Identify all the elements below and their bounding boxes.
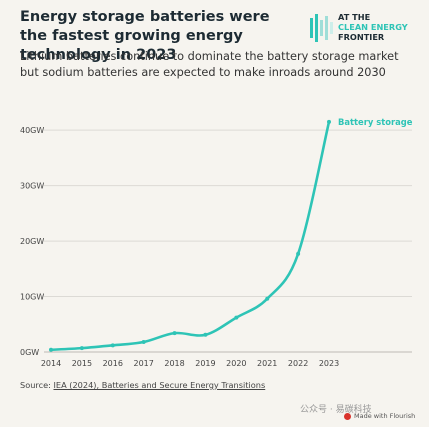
source-prefix: Source: (20, 380, 54, 390)
logo-line-2: CLEAN ENERGY (338, 22, 408, 32)
battery-storage-line-chart: 0GW 10GW 20GW 30GW 40GW 2014 2015 2016 2017 2018 2… (20, 117, 413, 368)
chart-title: Energy storage batteries were the fastes… (20, 9, 270, 63)
x-tick-label: 2022 (288, 359, 308, 368)
x-tick-label: 2014 (41, 359, 61, 368)
publisher-logo: AT THE CLEAN ENERGY FRONTIER (310, 12, 420, 48)
x-tick-label: 2021 (257, 359, 277, 368)
flourish-credit[interactable]: Made with Flourish (344, 412, 415, 420)
x-tick-label: 2020 (226, 359, 246, 368)
x-tick-label: 2017 (133, 359, 153, 368)
chart-subtitle: Lithium batteries continue to dominate t… (20, 50, 399, 79)
data-point (110, 343, 115, 348)
logo-bars-icon (310, 14, 333, 42)
data-point (49, 347, 53, 352)
series-line-battery-storage (50, 121, 331, 352)
y-tick-label: 40GW (20, 126, 44, 135)
source-note: Source: IEA (2024), Batteries and Secure… (20, 380, 265, 390)
y-tick-label: 20GW (20, 237, 44, 246)
x-tick-label: 2016 (103, 359, 123, 368)
data-point (172, 331, 177, 336)
data-point (265, 296, 270, 301)
y-tick-label: 10GW (20, 293, 44, 302)
watermark-text: 公众号 · 易碳科技 (300, 405, 372, 415)
y-tick-label: 30GW (20, 182, 44, 191)
x-tick-label: 2015 (72, 359, 92, 368)
series-label: Battery storage (338, 117, 413, 127)
y-tick-label: 0GW (20, 348, 39, 357)
x-tick-label: 2023 (319, 359, 339, 368)
x-tick-label: 2019 (195, 359, 215, 368)
data-point (296, 251, 301, 256)
flourish-logo-icon (344, 412, 351, 420)
data-point (327, 119, 331, 124)
data-point (79, 346, 84, 351)
logo-line-1: AT THE (338, 12, 371, 22)
data-point (203, 332, 208, 337)
source-link[interactable]: IEA (2024), Batteries and Secure Energy … (53, 380, 266, 390)
x-tick-label: 2018 (164, 359, 184, 368)
logo-wordmark: AT THE CLEAN ENERGY FRONTIER (338, 12, 408, 42)
data-point (234, 315, 239, 320)
flourish-credit-label: Made with Flourish (354, 412, 416, 420)
data-point (141, 340, 146, 345)
logo-line-3: FRONTIER (338, 32, 385, 42)
